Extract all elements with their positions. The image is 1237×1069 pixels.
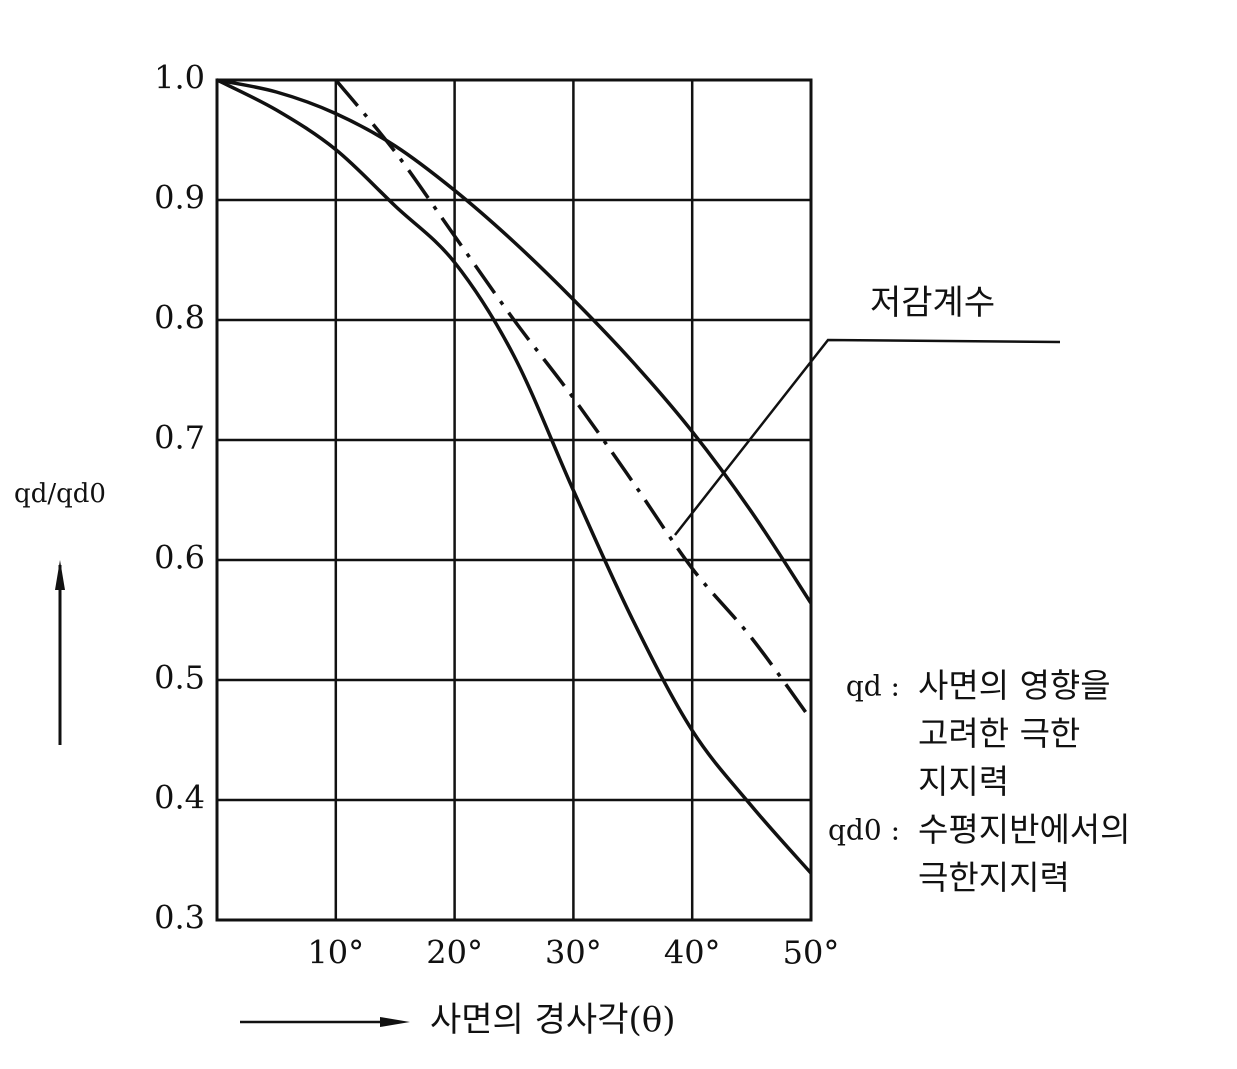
y-tick-label: 0.5	[154, 659, 205, 697]
y-axis-label: qd/qd0	[14, 479, 106, 509]
y-tick-label: 0.8	[154, 299, 205, 337]
curve	[216, 78, 813, 875]
y-tick-label: 0.6	[154, 539, 205, 577]
note-text: 수평지반에서의	[918, 810, 1131, 849]
plot-frame	[215, 78, 813, 922]
y-tick-label: 0.4	[154, 779, 205, 817]
annotation: 저감계수	[870, 283, 995, 323]
note-symbol: qd0 :	[828, 814, 900, 847]
y-tick-label: 0.3	[154, 899, 205, 937]
y-arrow-head	[55, 560, 65, 590]
annotation-leader	[674, 338, 1061, 536]
note-symbol: qd :	[846, 670, 900, 703]
y-tick-label: 1.0	[154, 59, 205, 97]
x-tick-label: 20°	[426, 934, 483, 972]
curve	[334, 78, 813, 721]
x-arrow-head	[380, 1017, 410, 1027]
y-tick-label: 0.7	[154, 419, 205, 457]
note-text: 지지력	[918, 762, 1009, 801]
note-text: 고려한 극한	[918, 714, 1080, 753]
x-tick-label: 50°	[783, 934, 840, 972]
curve	[216, 78, 813, 605]
x-tick-label: 30°	[545, 934, 602, 972]
y-tick-label: 0.9	[154, 179, 205, 217]
x-tick-label: 10°	[307, 934, 364, 972]
x-tick-label: 40°	[664, 934, 721, 972]
x-axis-label: 사면의 경사각(θ)	[430, 1000, 676, 1040]
note-text: 사면의 영향을	[918, 666, 1111, 705]
note-text: 극한지지력	[918, 858, 1070, 897]
